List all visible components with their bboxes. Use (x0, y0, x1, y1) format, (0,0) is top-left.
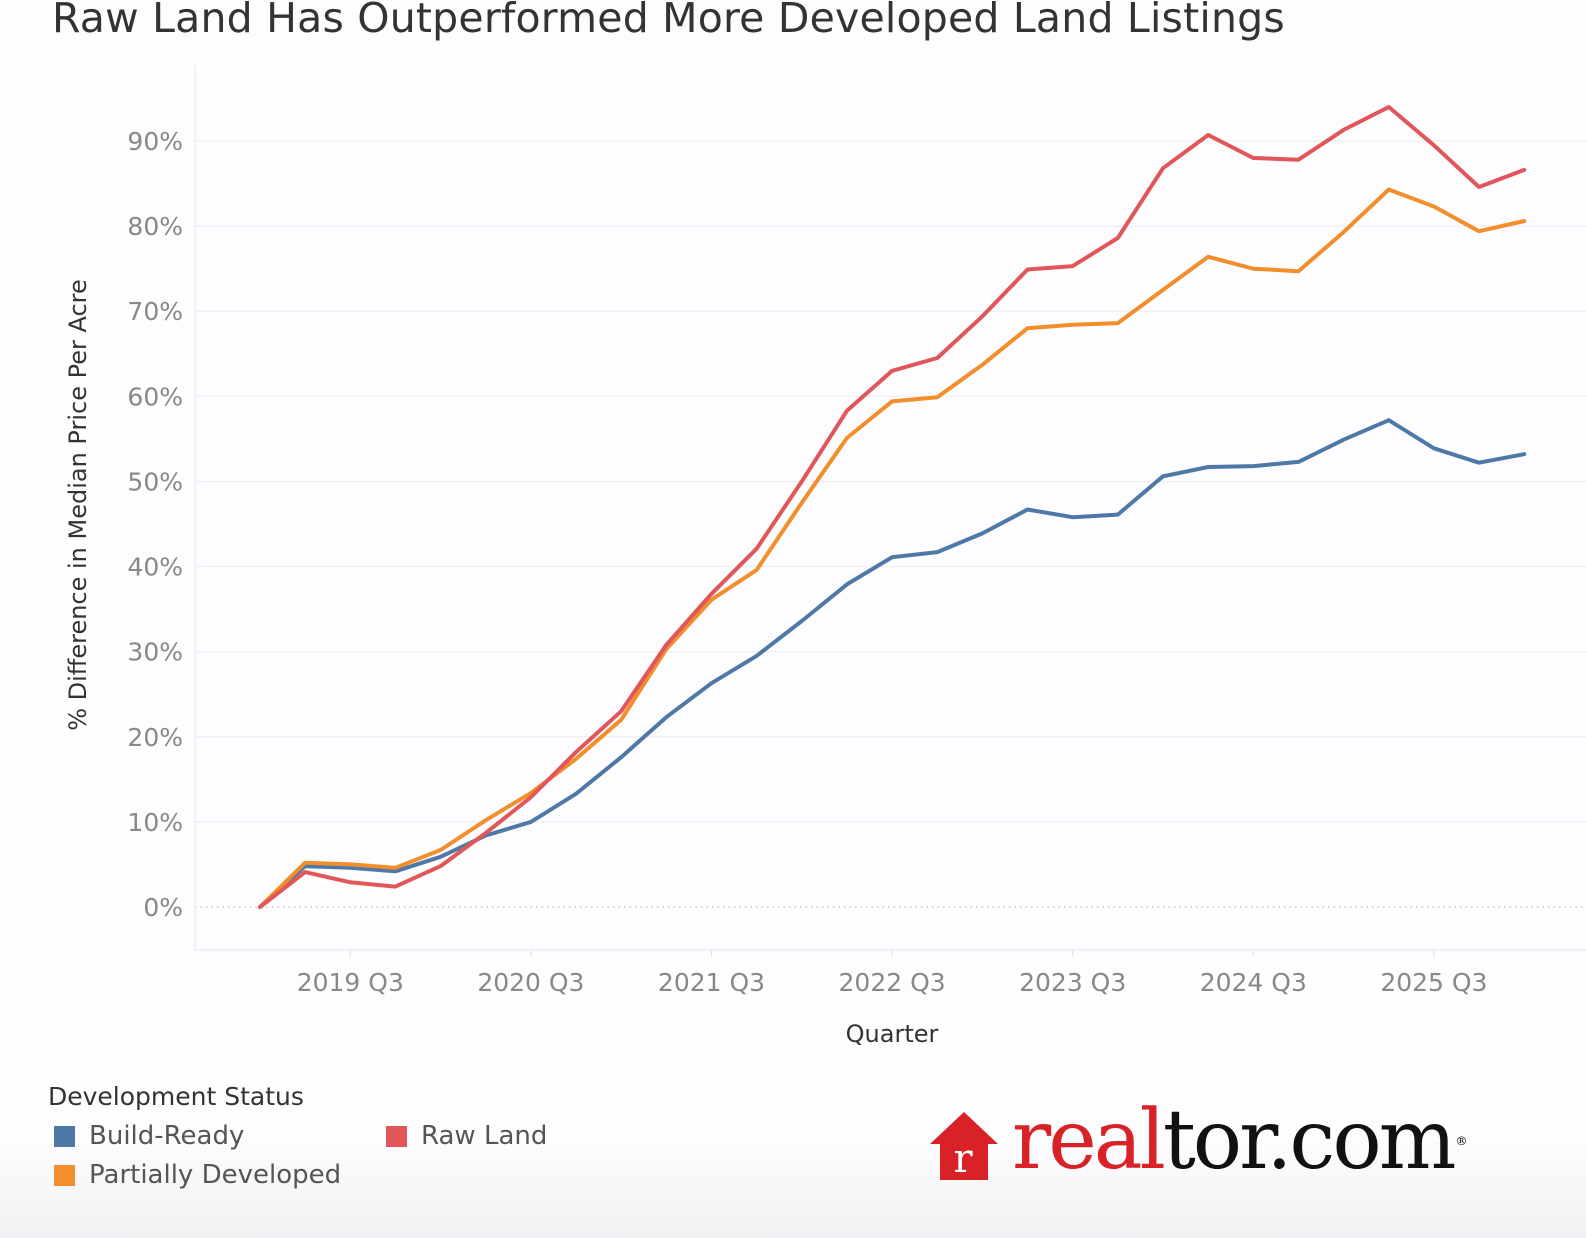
series-line-raw-land[interactable] (258, 105, 1527, 909)
legend-swatch-raw-land (386, 1125, 407, 1147)
y-axis-ticks: 0% 10% 20% 30% 40% 50% 60% 70% 80% 90% (127, 127, 183, 922)
series-lines (258, 105, 1527, 909)
y-tick-label: 0% (143, 893, 183, 922)
x-tick-label: 2022 Q3 (839, 968, 946, 997)
x-tick-label: 2019 Q3 (297, 968, 404, 997)
x-tick-label: 2023 Q3 (1019, 968, 1126, 997)
legend-swatch-partially-developed (54, 1164, 75, 1186)
legend-label: Raw Land (421, 1121, 548, 1151)
house-logo-icon: r (930, 1112, 998, 1182)
legend-swatch-build-ready (54, 1125, 75, 1147)
y-tick-label: 60% (127, 382, 183, 411)
legend-label: Build-Ready (89, 1121, 245, 1151)
legend-title: Development Status (48, 1082, 304, 1111)
series-line-partially-developed[interactable] (258, 187, 1527, 909)
registered-mark: ® (1455, 1134, 1467, 1148)
y-tick-label: 30% (127, 638, 183, 667)
x-tick-label: 2020 Q3 (477, 968, 584, 997)
line-chart: 0% 10% 20% 30% 40% 50% 60% 70% 80% 90% 2019 Q3 202… (64, 65, 1586, 1048)
y-tick-label: 70% (127, 297, 183, 326)
legend-item-raw-land[interactable]: Raw Land (386, 1121, 547, 1151)
legend-item-partially-developed[interactable]: Partially Developed (54, 1160, 341, 1190)
x-tick-label: 2025 Q3 (1380, 968, 1487, 997)
x-axis-ticks: 2019 Q3 2020 Q3 2021 Q3 2022 Q3 2023 Q3 2024 … (297, 950, 1487, 997)
y-tick-label: 50% (127, 467, 183, 496)
x-axis-title: Quarter (846, 1020, 939, 1048)
realtor-logo: r realtor.com ® (928, 1100, 1467, 1182)
y-tick-label: 10% (127, 808, 183, 837)
series-line-build-ready[interactable] (258, 418, 1527, 909)
logo-text-tor-com: tor.com (1162, 1093, 1457, 1188)
x-tick-label: 2021 Q3 (658, 968, 765, 997)
legend-item-build-ready[interactable]: Build-Ready (54, 1121, 244, 1151)
chart-title: Raw Land Has Outperformed More Developed… (52, 0, 1285, 42)
gridlines (195, 140, 1586, 908)
y-tick-label: 20% (127, 723, 183, 752)
y-tick-label: 40% (127, 553, 183, 582)
logo-text-real: real (1012, 1093, 1166, 1188)
legend-label: Partially Developed (89, 1160, 342, 1190)
x-tick-label: 2024 Q3 (1200, 968, 1307, 997)
y-axis-title: % Difference in Median Price Per Acre (64, 279, 92, 731)
y-tick-label: 80% (127, 212, 183, 241)
house-letter: r (953, 1136, 973, 1182)
y-tick-label: 90% (127, 127, 183, 156)
